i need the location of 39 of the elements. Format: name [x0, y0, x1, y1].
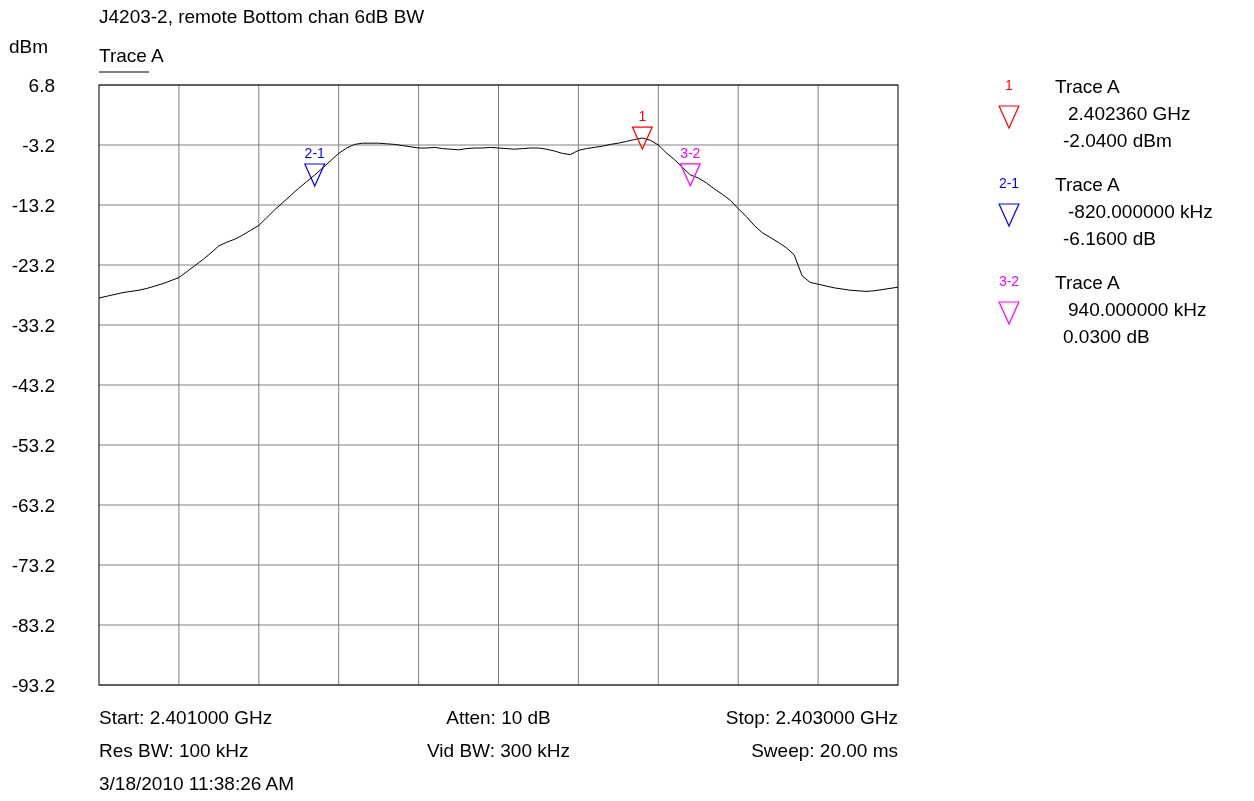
y-tick-label: -3.2	[22, 135, 55, 156]
point	[304, 163, 326, 187]
point	[631, 126, 653, 150]
text: Vid BW: 300 kHz	[427, 740, 570, 761]
text: Res BW: 100 kHz	[99, 740, 249, 761]
y-tick-label: -33.2	[11, 315, 55, 336]
y-tick-label: -83.2	[11, 615, 55, 636]
text: Trace A	[1055, 174, 1121, 195]
series-label: 3-2	[680, 144, 701, 161]
text: Sweep: 20.00 ms	[751, 740, 898, 761]
text: Trace A	[1055, 272, 1121, 293]
text: 3/18/2010 11:38:26 AM	[99, 773, 295, 794]
text: Trace A	[1055, 76, 1121, 97]
y-tick-label: -73.2	[11, 555, 55, 576]
y-tick-label: -23.2	[11, 255, 55, 276]
y-tick-label: -13.2	[11, 195, 55, 216]
text: Atten: 10 dB	[446, 707, 551, 728]
text: Trace A	[99, 45, 165, 66]
text: Stop: 2.403000 GHz	[725, 707, 898, 728]
text: 1	[1005, 77, 1013, 93]
chart-title: J4203-2, remote Bottom chan 6dB BW	[99, 6, 425, 27]
series-label: 1	[638, 108, 647, 125]
y-tick-label: -43.2	[11, 375, 55, 396]
point	[679, 163, 701, 187]
text: -820.000000 kHz	[1068, 201, 1213, 222]
y-tick-label: -53.2	[11, 435, 55, 456]
text: -2.0400 dBm	[1063, 130, 1172, 151]
text: 0.0300 dB	[1063, 326, 1150, 347]
text: Start: 2.401000 GHz	[99, 707, 273, 728]
text: 940.000000 kHz	[1068, 299, 1207, 320]
series-label: 2-1	[304, 145, 326, 161]
y-tick-label: -63.2	[11, 495, 55, 516]
y-axis-title: dBm	[9, 36, 49, 57]
text: 2-1	[998, 175, 1020, 191]
y-tick-label: 6.8	[28, 75, 55, 96]
text: 2.402360 GHz	[1068, 103, 1191, 124]
text: -6.1600 dB	[1063, 228, 1156, 249]
text: 3-2	[998, 273, 1020, 289]
y-tick-label: -93.2	[11, 675, 55, 696]
